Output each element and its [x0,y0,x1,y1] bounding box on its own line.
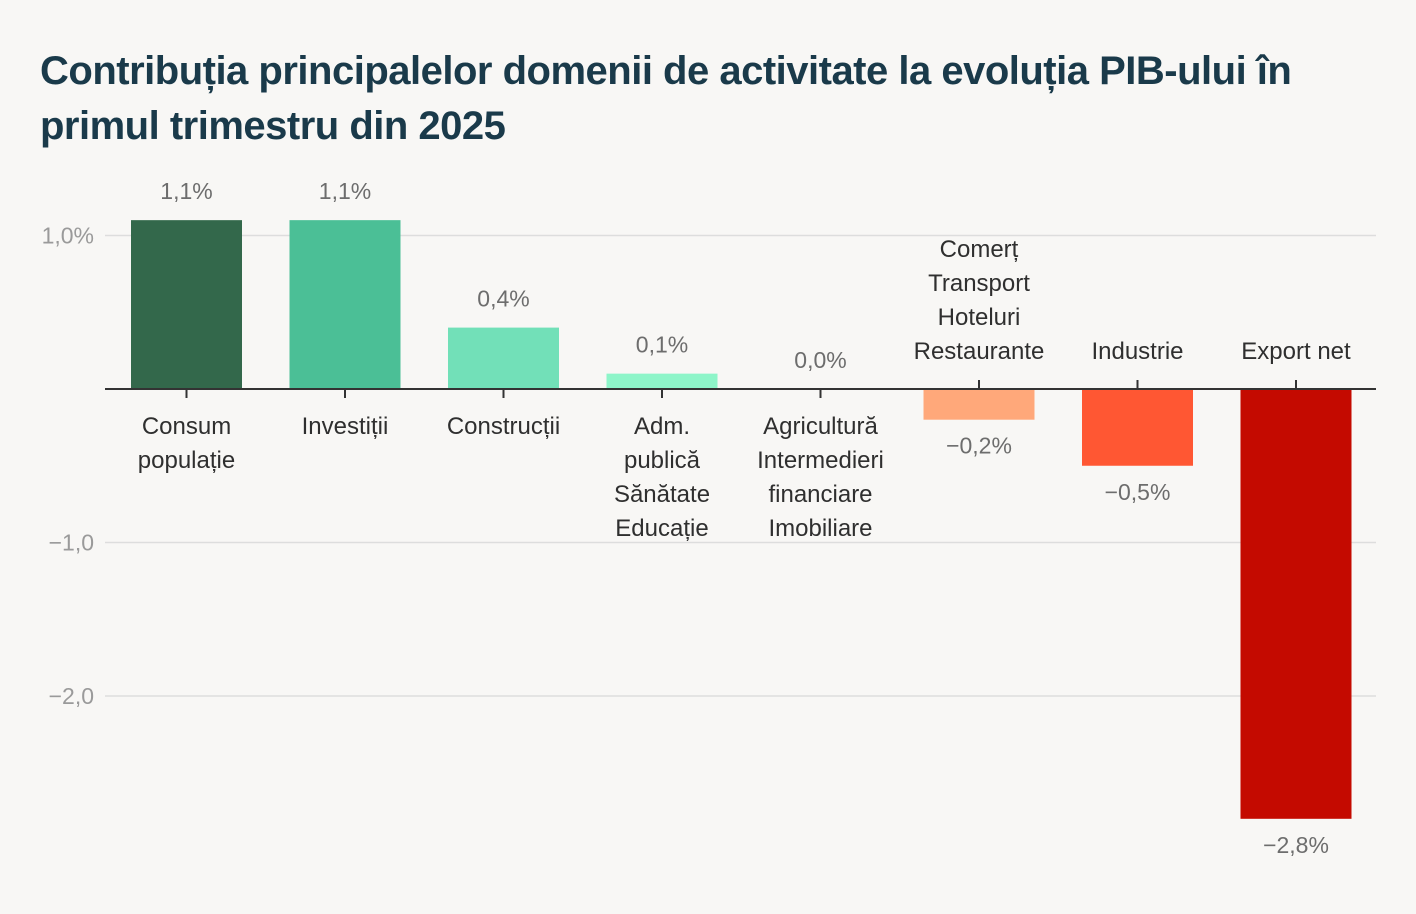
value-label: 0,4% [477,286,529,312]
bar [606,373,718,389]
chart-title: Contribuția principalelor domenii de act… [40,49,1292,148]
category-label: Intermedieri [757,447,884,474]
y-tick-label: −2,0 [49,683,94,709]
value-label: −2,8% [1263,832,1329,858]
category-label: Educație [615,515,708,542]
category-label: Consum [142,413,231,440]
bar [1082,389,1193,466]
category-label: publică [624,447,701,474]
category-label: populație [138,447,235,474]
value-label: −0,2% [946,433,1012,459]
value-label: 0,0% [794,347,846,373]
category-label: Investiții [302,413,389,440]
category-label: Agricultură [763,413,878,440]
category-label: Imobiliare [768,515,872,542]
category-label: Adm. [634,413,690,440]
category-label: financiare [768,481,872,508]
value-label: 1,1% [319,178,371,204]
category-label: Restaurante [914,338,1045,365]
bar [1240,389,1352,819]
value-label: 1,1% [160,178,212,204]
value-label: 0,1% [636,332,688,358]
category-label: Transport [928,270,1030,297]
category-label: Export net [1241,338,1351,365]
bar [131,220,242,389]
bar-layer [131,220,1352,819]
bar [289,220,401,389]
bar [448,327,559,389]
bar [923,389,1035,420]
y-tick-label: −1,0 [49,530,94,556]
value-label: −0,5% [1105,479,1171,505]
category-label: Industrie [1091,338,1183,365]
axis-layer [105,380,1376,398]
label-layer: 1,0% −1,0 −2,0 1,1% Consum populație 1,1% Inves… [42,178,1351,858]
category-label: Construcții [447,413,560,440]
category-label: Comerț [940,236,1019,263]
y-tick-label: 1,0% [42,223,94,249]
category-label: Hoteluri [938,304,1021,331]
category-label: Sănătate [614,481,710,508]
